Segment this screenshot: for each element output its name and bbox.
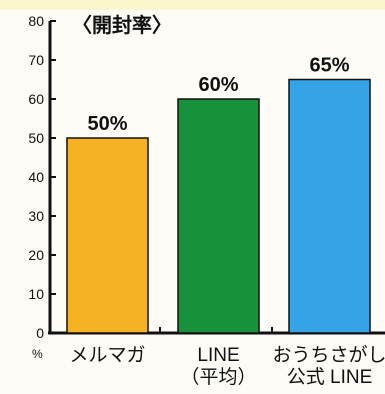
y-tick-label: 0 bbox=[36, 325, 44, 341]
category-label: おうちさがし bbox=[272, 344, 385, 366]
y-tick-label: 80 bbox=[28, 13, 44, 29]
bar bbox=[288, 78, 371, 334]
y-tick-label: 30 bbox=[28, 208, 44, 224]
y-tick-label: 40 bbox=[28, 169, 44, 185]
y-tick-label: 60 bbox=[28, 91, 44, 107]
category-label: メルマガ bbox=[69, 344, 145, 366]
y-tick-label: 10 bbox=[28, 286, 44, 302]
bar bbox=[66, 137, 149, 334]
bar-data-label: 60% bbox=[198, 74, 238, 96]
bar bbox=[177, 98, 260, 334]
bar-data-label: 65% bbox=[309, 55, 349, 77]
top-band bbox=[0, 0, 385, 10]
category-label: （平均） bbox=[180, 366, 256, 388]
y-unit-label: % bbox=[32, 347, 43, 361]
chart-title: 〈開封率〉 bbox=[72, 13, 172, 37]
y-tick-label: 20 bbox=[28, 247, 44, 263]
bar-data-label: 50% bbox=[87, 113, 127, 135]
category-label: LINE bbox=[197, 345, 239, 366]
category-label: 公式 LINE bbox=[287, 366, 373, 388]
bars-group bbox=[66, 78, 371, 334]
y-tick-label: 50 bbox=[28, 130, 44, 146]
y-tick-label: 70 bbox=[28, 52, 44, 68]
